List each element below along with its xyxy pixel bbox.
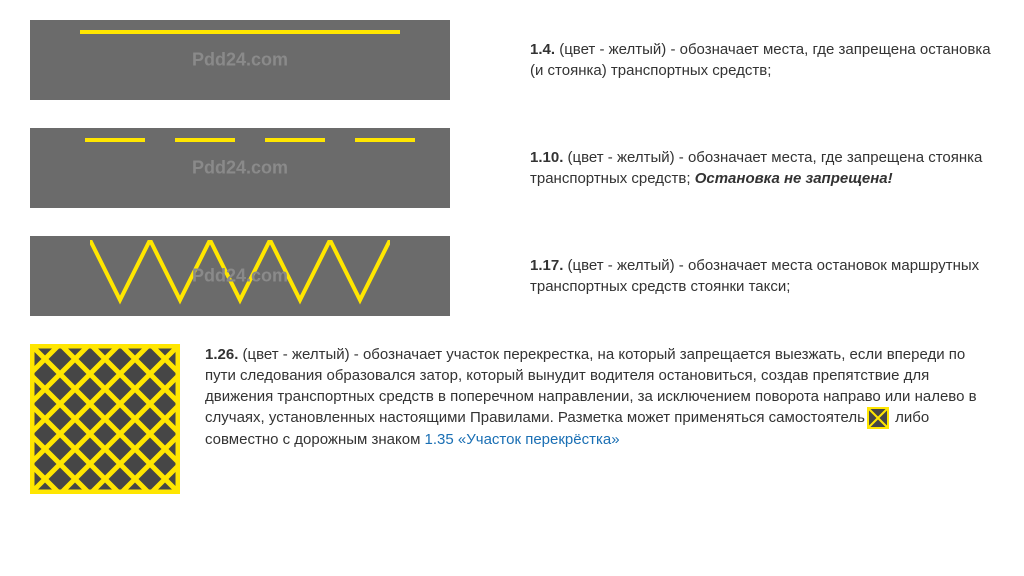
marking-number: 1.17. [530, 257, 563, 274]
marking-number: 1.10. [530, 149, 563, 166]
road-illustration-1-17: Pdd24.com [30, 236, 450, 316]
waffle-grid-svg [30, 344, 180, 494]
description-1-4: 1.4. (цвет - желтый) - обозначает места,… [530, 39, 994, 81]
watermark-text: Pdd24.com [192, 47, 288, 72]
marking-row-1-10: Pdd24.com 1.10. (цвет - желтый) - обозна… [30, 128, 994, 208]
solid-yellow-line [80, 30, 400, 34]
marking-row-1-4: Pdd24.com 1.4. (цвет - желтый) - обознач… [30, 20, 994, 100]
description-1-26: 1.26. (цвет - желтый) - обозначает участ… [205, 344, 994, 450]
road-illustration-1-10: Pdd24.com [30, 128, 450, 208]
road-illustration-1-4: Pdd24.com [30, 20, 450, 100]
dashed-yellow-line [85, 138, 420, 142]
marking-number: 1.26. [205, 346, 238, 363]
color-note: (цвет - желтый) - [555, 41, 680, 58]
sign-link[interactable]: 1.35 «Участок перекрёстка» [425, 431, 620, 448]
emphasis-text: Остановка не запрещена! [695, 170, 893, 187]
color-note: (цвет - желтый) - [238, 346, 363, 363]
marking-row-1-17: Pdd24.com 1.17. (цвет - желтый) - обозна… [30, 236, 994, 316]
color-note: (цвет - желтый) - [563, 149, 688, 166]
watermark-text: Pdd24.com [192, 155, 288, 180]
inline-waffle-icon [867, 407, 889, 429]
waffle-grid-illustration [30, 344, 180, 494]
marking-row-1-26: 1.26. (цвет - желтый) - обозначает участ… [30, 344, 994, 494]
description-1-10: 1.10. (цвет - желтый) - обозначает места… [530, 147, 994, 189]
marking-number: 1.4. [530, 41, 555, 58]
color-note: (цвет - желтый) - [563, 257, 688, 274]
description-1-17: 1.17. (цвет - желтый) - обозначает места… [530, 255, 994, 297]
watermark-text: Pdd24.com [192, 263, 288, 288]
